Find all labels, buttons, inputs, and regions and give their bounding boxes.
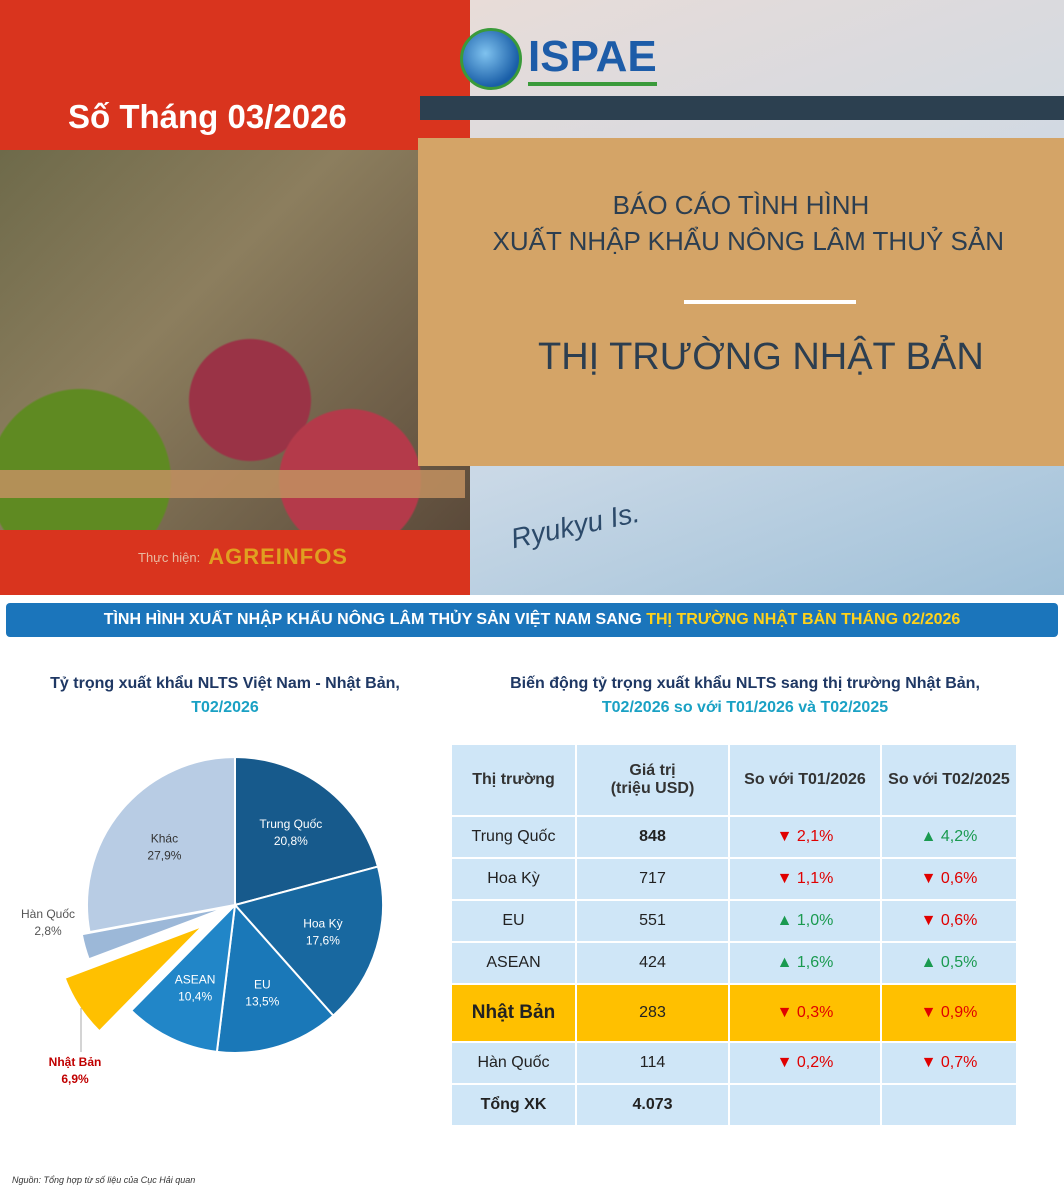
pie-value-6: 27,9% <box>147 848 181 862</box>
total-value: 4.073 <box>575 1083 730 1127</box>
report-title-2: XUẤT NHẬP KHẨU NÔNG LÂM THUỶ SẢN <box>492 226 1004 256</box>
value-cell: 848 <box>575 815 730 859</box>
credit-label: Thực hiện: <box>138 549 201 565</box>
market-cell: Hàn Quốc <box>450 1041 577 1085</box>
table-row: Nhật Bản 283 ▼ 0,3% ▼ 0,9% <box>450 983 1018 1043</box>
pie-label-3: ASEAN <box>175 973 216 987</box>
empty-cell <box>728 1083 882 1127</box>
vs-year-cell: ▼ 0,7% <box>880 1041 1018 1085</box>
vs-month-cell: ▲ 1,6% <box>728 941 882 985</box>
pie-slice-6 <box>86 755 236 934</box>
table-title-line1: Biến động tỷ trọng xuất khẩu NLTS sang t… <box>510 675 980 692</box>
vs-month-cell: ▼ 0,3% <box>728 983 882 1043</box>
header-vs-month: So với T01/2026 <box>728 743 882 817</box>
pie-value-5: 2,8% <box>34 924 62 938</box>
market-title: THỊ TRƯỜNG NHẬT BẢN <box>538 336 984 378</box>
pie-label-6: Khác <box>151 831 178 845</box>
total-label: Tổng XK <box>450 1083 577 1127</box>
pie-value-2: 13,5% <box>245 995 279 1009</box>
pie-label-5: Hàn Quốc <box>21 907 75 921</box>
table-title: Biến động tỷ trọng xuất khẩu NLTS sang t… <box>445 672 1045 720</box>
vs-year-cell: ▲ 4,2% <box>880 815 1018 859</box>
pie-value-0: 20,8% <box>274 834 308 848</box>
pie-label-1: Hoa Kỳ <box>303 916 342 930</box>
value-cell: 114 <box>575 1041 730 1085</box>
market-cell: Hoa Kỳ <box>450 857 577 901</box>
cover-banner: Ryukyu Is. Số Tháng 03/2026 ISPAE BÁO CÁ… <box>0 0 1064 595</box>
vs-year-cell: ▼ 0,9% <box>880 983 1018 1043</box>
table-row: ASEAN 424 ▲ 1,6% ▲ 0,5% <box>450 941 1018 985</box>
logo-text: ISPAE <box>528 32 657 86</box>
value-cell: 283 <box>575 983 730 1043</box>
market-table: Thị trường Giá trị (triệu USD) So với T0… <box>450 743 1018 1127</box>
table-title-line2: T02/2026 so với T01/2026 và T02/2025 <box>601 699 889 716</box>
vs-year-cell: ▼ 0,6% <box>880 899 1018 943</box>
table-row: Trung Quốc 848 ▼ 2,1% ▲ 4,2% <box>450 815 1018 859</box>
decor-bar <box>420 96 1064 120</box>
pie-title-line1: Tỷ trọng xuất khẩu NLTS Việt Nam - Nhật … <box>50 675 400 692</box>
pie-slice-2 <box>215 902 335 1054</box>
pie-value-4: 6,9% <box>61 1072 89 1086</box>
vs-month-cell: ▲ 1,0% <box>728 899 882 943</box>
pie-title-line2: T02/2026 <box>191 699 259 716</box>
pie-slice-5 <box>80 906 228 961</box>
vs-month-cell: ▼ 2,1% <box>728 815 882 859</box>
pie-chart: Trung Quốc 20,8% Hoa Kỳ 17,6% EU 13,5% ASEAN 10… <box>21 755 384 1086</box>
vs-year-cell: ▲ 0,5% <box>880 941 1018 985</box>
pie-title: Tỷ trọng xuất khẩu NLTS Việt Nam - Nhật … <box>0 672 450 720</box>
pie-slice-0 <box>234 755 380 907</box>
vs-month-cell: ▼ 0,2% <box>728 1041 882 1085</box>
credit: Thực hiện: AGREINFOS <box>138 544 348 570</box>
header-vs-year: So với T02/2025 <box>880 743 1018 817</box>
banner-text: TÌNH HÌNH XUẤT NHẬP KHẨU NÔNG LÂM THỦY S… <box>103 611 647 628</box>
source-note: Nguồn: Tổng hợp từ số liệu của Cục Hải q… <box>12 1175 196 1185</box>
value-cell: 424 <box>575 941 730 985</box>
title-box: BÁO CÁO TÌNH HÌNH XUẤT NHẬP KHẨU NÔNG LÂ… <box>418 138 1064 466</box>
market-cell: ASEAN <box>450 941 577 985</box>
pie-slice-3 <box>129 902 237 1054</box>
banner-highlight: THỊ TRƯỜNG NHẬT BẢN THÁNG 02/2026 <box>646 611 961 628</box>
report-title-1: BÁO CÁO TÌNH HÌNH <box>612 190 870 220</box>
pie-slice-1 <box>233 865 384 1018</box>
globe-icon <box>460 28 522 90</box>
ispae-logo: ISPAE <box>460 28 657 90</box>
value-cell: 717 <box>575 857 730 901</box>
market-cell: Trung Quốc <box>450 815 577 859</box>
divider <box>684 300 856 304</box>
pie-label-0: Trung Quốc <box>259 817 322 831</box>
vs-month-cell: ▼ 1,1% <box>728 857 882 901</box>
pie-label-4: Nhật Bản <box>49 1055 102 1069</box>
market-cell: Nhật Bản <box>450 983 577 1043</box>
pie-slice-4 <box>63 924 204 1033</box>
section-banner: TÌNH HÌNH XUẤT NHẬP KHẨU NÔNG LÂM THỦY S… <box>6 603 1058 637</box>
decor-bar <box>0 470 465 498</box>
empty-cell <box>880 1083 1018 1127</box>
issue-label: Số Tháng 03/2026 <box>68 98 347 135</box>
table-row: EU 551 ▲ 1,0% ▼ 0,6% <box>450 899 1018 943</box>
pie-value-1: 17,6% <box>306 933 340 947</box>
pie-value-3: 10,4% <box>178 990 212 1004</box>
header-market: Thị trường <box>450 743 577 817</box>
table-row: Hàn Quốc 114 ▼ 0,2% ▼ 0,7% <box>450 1041 1018 1085</box>
header-value: Giá trị (triệu USD) <box>575 743 730 817</box>
market-photo <box>0 150 470 530</box>
agreinfos-logo: AGREINFOS <box>208 544 348 569</box>
pie-label-2: EU <box>254 978 271 992</box>
total-row: Tổng XK 4.073 <box>450 1083 1018 1127</box>
table-row: Hoa Kỳ 717 ▼ 1,1% ▼ 0,6% <box>450 857 1018 901</box>
vs-year-cell: ▼ 0,6% <box>880 857 1018 901</box>
market-cell: EU <box>450 899 577 943</box>
value-cell: 551 <box>575 899 730 943</box>
